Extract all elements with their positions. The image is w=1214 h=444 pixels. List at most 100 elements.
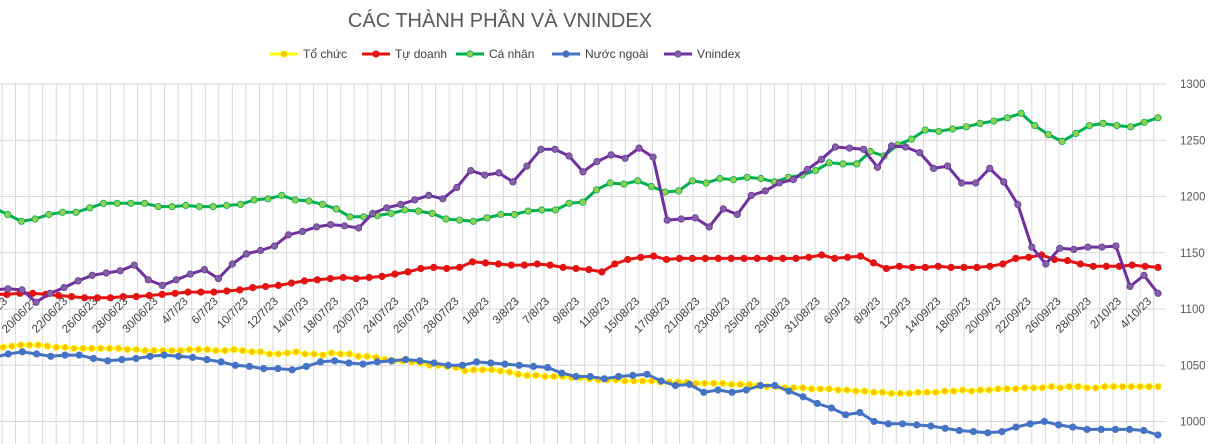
data-point-vnindex — [354, 224, 363, 232]
data-point-vnindex — [1084, 243, 1092, 251]
data-point-tu-doanh — [80, 294, 89, 302]
data-point-nuoc-ngoai — [898, 420, 907, 428]
series-group — [0, 109, 1162, 439]
data-point-vnindex — [565, 152, 573, 160]
data-point-nuoc-ngoai — [32, 350, 41, 358]
data-point-to-chuc — [736, 380, 745, 388]
data-point-tu-doanh — [831, 254, 839, 262]
data-point-to-chuc — [1118, 382, 1127, 391]
data-point-vnindex — [607, 151, 615, 159]
data-point-to-chuc — [17, 341, 25, 349]
data-point-vnindex — [789, 176, 798, 184]
y-tick-label: 1200 — [1180, 192, 1206, 204]
legend-item-ca-nhan: Cá nhân — [456, 47, 534, 61]
data-point-ca-nhan — [401, 206, 409, 214]
data-point-ca-nhan — [962, 123, 970, 131]
data-point-nuoc-ngoai — [18, 348, 26, 356]
data-point-to-chuc — [621, 377, 629, 385]
data-point-to-chuc — [274, 350, 282, 358]
data-point-nuoc-ngoai — [89, 354, 98, 363]
data-point-to-chuc — [221, 346, 229, 355]
data-point-nuoc-ngoai — [472, 358, 481, 366]
data-point-ca-nhan — [277, 191, 286, 199]
data-point-vnindex — [453, 183, 461, 192]
data-point-ca-nhan — [428, 209, 436, 217]
data-point-vnindex — [1154, 289, 1162, 297]
chart-title: CÁC THÀNH PHẦN VÀ VNINDEX — [348, 9, 652, 32]
data-point-to-chuc — [185, 345, 194, 354]
data-point-nuoc-ngoai — [1055, 421, 1063, 429]
data-point-tu-doanh — [145, 291, 153, 300]
data-point-tu-doanh — [430, 263, 438, 271]
data-point-vnindex — [242, 250, 250, 258]
data-point-ca-nhan — [250, 196, 258, 204]
data-point-ca-nhan — [483, 214, 491, 222]
data-point-vnindex — [1070, 245, 1078, 253]
data-point-nuoc-ngoai — [61, 351, 69, 359]
data-point-nuoc-ngoai — [302, 362, 310, 370]
data-point-to-chuc — [905, 389, 913, 397]
data-point-to-chuc — [514, 370, 522, 378]
data-point-nuoc-ngoai — [1069, 423, 1077, 431]
data-point-to-chuc — [1145, 382, 1153, 391]
y-tick-label: 1150 — [1180, 248, 1205, 260]
data-point-ca-nhan — [414, 207, 423, 215]
data-point-vnindex — [523, 162, 531, 170]
data-point-to-chuc — [470, 366, 478, 374]
legend-marker — [562, 50, 570, 58]
data-point-tu-doanh — [443, 264, 451, 273]
data-point-ca-nhan — [1085, 122, 1094, 130]
data-point-tu-doanh — [546, 261, 554, 269]
data-point-nuoc-ngoai — [756, 381, 765, 390]
data-point-tu-doanh — [882, 264, 891, 273]
data-point-ca-nhan — [647, 182, 655, 190]
data-point-nuoc-ngoai — [771, 381, 779, 390]
data-point-to-chuc — [345, 350, 353, 358]
data-point-vnindex — [958, 179, 966, 187]
data-point-tu-doanh — [1025, 253, 1033, 261]
data-point-nuoc-ngoai — [47, 352, 55, 360]
data-point-nuoc-ngoai — [1040, 417, 1049, 426]
data-point-ca-nhan — [168, 203, 176, 211]
legend-item-to-chuc: Tổ chức — [270, 47, 347, 61]
data-point-tu-doanh — [805, 253, 813, 261]
data-point-nuoc-ngoai — [955, 426, 963, 435]
data-point-to-chuc — [319, 351, 327, 359]
data-point-nuoc-ngoai — [245, 362, 254, 370]
data-point-nuoc-ngoai — [1140, 426, 1148, 435]
data-point-tu-doanh — [688, 254, 697, 262]
data-point-to-chuc — [34, 341, 43, 349]
data-point-ca-nhan — [524, 207, 532, 215]
data-point-ca-nhan — [606, 179, 614, 187]
data-point-vnindex — [803, 165, 812, 174]
data-point-to-chuc — [212, 346, 220, 355]
data-point-vnindex — [467, 167, 475, 175]
data-point-nuoc-ngoai — [501, 360, 509, 368]
data-point-to-chuc — [1030, 384, 1038, 392]
data-point-nuoc-ngoai — [316, 358, 325, 366]
data-point-vnindex — [887, 142, 896, 150]
data-point-to-chuc — [310, 350, 318, 358]
data-point-tu-doanh — [818, 251, 826, 259]
data-point-ca-nhan — [907, 135, 916, 143]
data-point-ca-nhan — [1017, 109, 1025, 117]
data-point-to-chuc — [505, 368, 513, 376]
data-point-to-chuc — [248, 348, 256, 356]
legend: Tổ chức Tự doanh Cá nhân Nước ngoài Vnindex — [270, 47, 740, 61]
data-point-to-chuc — [496, 367, 505, 375]
data-point-ca-nhan — [976, 119, 984, 128]
data-point-ca-nhan — [332, 205, 340, 213]
data-point-to-chuc — [43, 342, 51, 350]
data-point-vnindex — [32, 298, 40, 306]
data-point-vnindex — [719, 205, 727, 213]
data-point-nuoc-ngoai — [742, 386, 750, 394]
data-point-nuoc-ngoai — [1083, 425, 1091, 433]
data-point-tu-doanh — [132, 292, 140, 301]
data-point-ca-nhan — [182, 201, 190, 210]
data-point-tu-doanh — [637, 253, 645, 261]
legend-label: Tự doanh — [395, 47, 447, 61]
data-point-ca-nhan — [154, 203, 162, 211]
data-point-tu-doanh — [404, 268, 412, 276]
data-point-nuoc-ngoai — [941, 424, 949, 432]
data-point-vnindex — [18, 286, 26, 294]
